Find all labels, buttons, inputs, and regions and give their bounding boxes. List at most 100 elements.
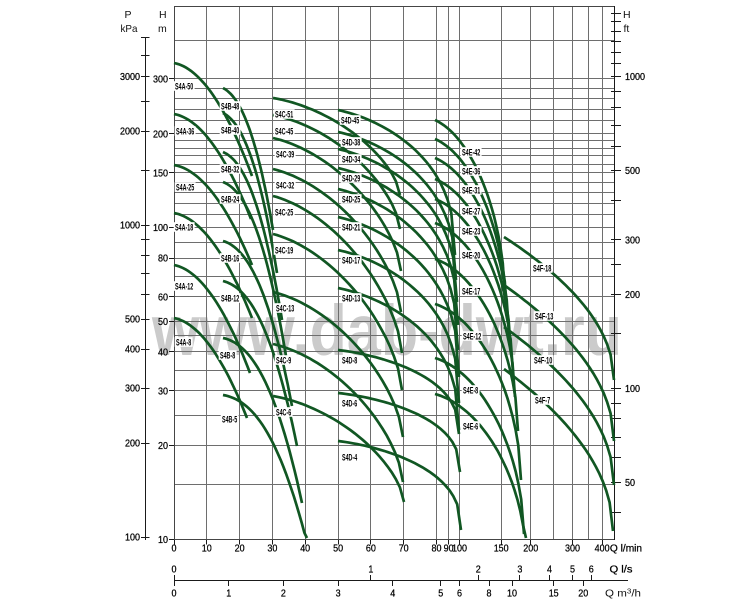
svg-text:5: 5: [438, 588, 443, 600]
svg-text:1: 1: [368, 564, 373, 576]
svg-text:S4C-25: S4C-25: [275, 207, 294, 218]
svg-text:S4E-8: S4E-8: [463, 385, 478, 396]
svg-text:200: 200: [125, 438, 140, 450]
svg-text:S4E-36: S4E-36: [462, 166, 480, 177]
svg-text:100: 100: [125, 532, 140, 544]
svg-text:S4E-17: S4E-17: [462, 286, 480, 297]
svg-text:200: 200: [153, 128, 168, 140]
svg-text:S4D-38: S4D-38: [342, 137, 360, 148]
svg-text:S4C-9: S4C-9: [276, 355, 291, 366]
svg-text:10: 10: [158, 534, 168, 546]
svg-text:S4B-16: S4B-16: [221, 253, 239, 264]
svg-text:90: 90: [444, 543, 454, 555]
svg-text:1000: 1000: [625, 71, 645, 83]
svg-text:S4A-18: S4A-18: [175, 222, 193, 233]
svg-text:100: 100: [625, 383, 640, 395]
svg-text:300: 300: [153, 73, 168, 85]
svg-text:S4D-45: S4D-45: [341, 115, 360, 126]
svg-text:S4E-27: S4E-27: [462, 206, 480, 217]
svg-text:200: 200: [625, 289, 640, 301]
svg-text:8: 8: [487, 588, 492, 600]
svg-text:S4A-8: S4A-8: [176, 337, 191, 348]
svg-text:3: 3: [517, 564, 522, 576]
svg-text:S4B-40: S4B-40: [221, 125, 239, 136]
svg-text:5: 5: [570, 564, 575, 576]
svg-text:P: P: [124, 9, 131, 21]
svg-text:30: 30: [158, 385, 168, 397]
svg-text:80: 80: [432, 543, 442, 555]
svg-text:Q m3/h: Q m 3/h: [605, 588, 641, 599]
svg-text:S4C-6: S4C-6: [276, 407, 291, 418]
svg-text:20: 20: [235, 543, 245, 555]
svg-text:S4B-5: S4B-5: [222, 414, 238, 425]
svg-text:50: 50: [333, 543, 343, 555]
svg-text:S4E-6: S4E-6: [463, 421, 478, 432]
svg-text:S4B-8: S4B-8: [220, 350, 235, 361]
svg-text:S4A-25: S4A-25: [176, 182, 195, 193]
svg-text:15: 15: [549, 588, 559, 600]
svg-text:kPa: kPa: [121, 23, 138, 35]
svg-text:30: 30: [267, 543, 277, 555]
svg-text:200: 200: [523, 543, 538, 555]
svg-text:40: 40: [158, 346, 168, 358]
svg-text:6: 6: [589, 564, 594, 576]
svg-text:S4D-17: S4D-17: [342, 255, 360, 266]
svg-text:S4D-21: S4D-21: [342, 222, 361, 233]
svg-text:S4D-6: S4D-6: [342, 398, 357, 409]
svg-text:100: 100: [452, 543, 467, 555]
svg-text:4: 4: [390, 588, 395, 600]
svg-text:2: 2: [281, 588, 286, 600]
svg-text:S4D-25: S4D-25: [342, 194, 361, 205]
svg-text:150: 150: [153, 167, 168, 179]
svg-text:4: 4: [547, 564, 552, 576]
svg-text:2000: 2000: [120, 126, 140, 138]
svg-text:S4D-8: S4D-8: [342, 355, 357, 366]
svg-text:S4A-36: S4A-36: [176, 126, 194, 137]
svg-text:10: 10: [507, 588, 517, 600]
svg-text:Q l/s: Q l/s: [610, 565, 633, 576]
svg-text:50: 50: [625, 477, 635, 489]
svg-text:150: 150: [494, 543, 509, 555]
svg-text:50: 50: [158, 316, 168, 328]
svg-text:S4D-13: S4D-13: [342, 293, 360, 304]
svg-text:S4A-50: S4A-50: [175, 81, 193, 92]
svg-text:S4F-10: S4F-10: [534, 355, 552, 366]
svg-text:S4C-39: S4C-39: [276, 149, 294, 160]
svg-text:m: m: [158, 23, 167, 35]
svg-text:S4E-12: S4E-12: [463, 331, 481, 342]
svg-text:0: 0: [172, 564, 177, 576]
svg-text:2: 2: [476, 564, 481, 576]
svg-text:500: 500: [125, 314, 140, 326]
svg-text:500: 500: [625, 165, 640, 177]
svg-text:S4C-13: S4C-13: [276, 303, 294, 314]
svg-text:400: 400: [595, 543, 610, 555]
svg-text:300: 300: [125, 383, 140, 395]
svg-text:300: 300: [565, 543, 580, 555]
svg-text:S4D-4: S4D-4: [342, 452, 358, 463]
svg-text:ft: ft: [624, 23, 630, 35]
svg-text:S4C-32: S4C-32: [276, 180, 294, 191]
svg-text:0: 0: [172, 543, 177, 555]
svg-text:S4C-45: S4C-45: [275, 126, 294, 137]
svg-text:S4F-7: S4F-7: [535, 395, 550, 406]
svg-text:S4E-31: S4E-31: [462, 185, 481, 196]
svg-text:60: 60: [158, 291, 168, 303]
svg-text:S4F-13: S4F-13: [535, 311, 553, 322]
svg-text:20: 20: [158, 440, 168, 452]
svg-text:S4E-20: S4E-20: [462, 250, 480, 261]
svg-text:S4D-34: S4D-34: [342, 154, 361, 165]
svg-text:100: 100: [153, 222, 168, 234]
svg-text:80: 80: [158, 252, 168, 264]
svg-text:6: 6: [457, 588, 462, 600]
svg-text:H: H: [623, 9, 631, 21]
svg-text:0: 0: [172, 588, 177, 600]
svg-text:1000: 1000: [120, 220, 140, 232]
svg-text:S4B-32: S4B-32: [221, 164, 239, 175]
svg-text:S4B-48: S4B-48: [221, 101, 239, 112]
svg-text:10: 10: [202, 543, 212, 555]
svg-text:H: H: [159, 9, 167, 21]
svg-text:70: 70: [399, 543, 409, 555]
svg-text:300: 300: [625, 234, 640, 246]
svg-text:S4B-24: S4B-24: [221, 194, 240, 205]
svg-text:S4C-51: S4C-51: [275, 109, 294, 120]
